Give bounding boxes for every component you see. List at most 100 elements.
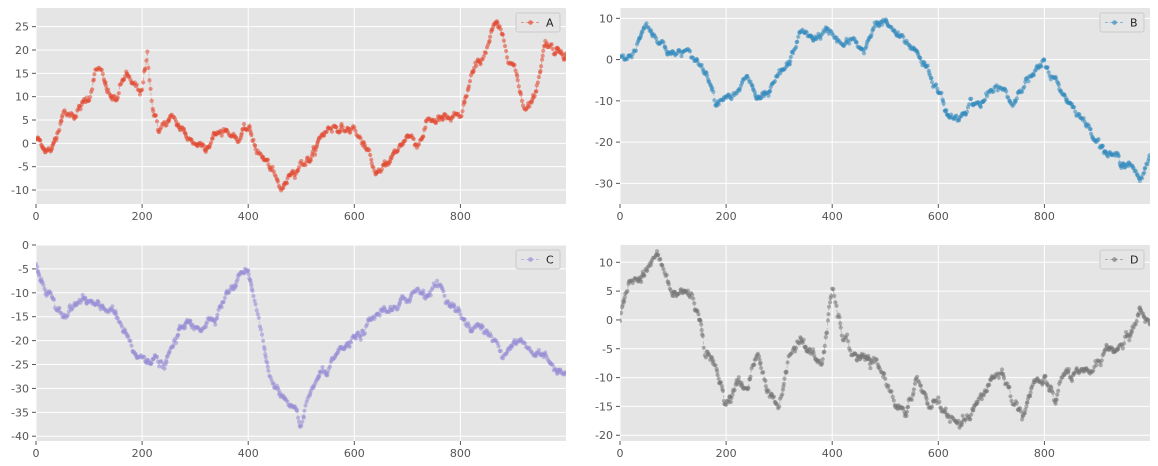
data-point — [209, 140, 214, 145]
data-point — [501, 38, 506, 43]
data-point — [481, 54, 486, 59]
data-point — [832, 293, 837, 298]
data-point — [416, 142, 422, 147]
data-point — [214, 316, 219, 321]
data-point — [563, 51, 566, 56]
data-point — [154, 119, 160, 124]
data-point — [48, 291, 54, 296]
data-point — [251, 294, 256, 299]
data-point — [996, 375, 1001, 380]
data-point — [459, 113, 464, 119]
data-point — [1017, 406, 1023, 411]
data-point — [460, 109, 465, 114]
y-tick-label: 5 — [606, 285, 613, 298]
data-point — [1054, 397, 1059, 402]
data-point — [157, 364, 162, 369]
data-point — [128, 338, 133, 344]
y-tick-label: 10 — [15, 91, 29, 104]
data-point — [1099, 358, 1104, 363]
data-point — [263, 354, 268, 360]
x-tick-label: 600 — [928, 447, 949, 460]
data-point — [1026, 79, 1031, 84]
data-point — [1134, 319, 1139, 324]
data-point — [732, 388, 737, 393]
x-tick-label: 800 — [1034, 210, 1055, 223]
x-tick-label: 0 — [33, 210, 40, 223]
data-point — [285, 399, 290, 404]
data-point — [713, 363, 718, 368]
data-point — [1028, 393, 1033, 399]
data-point — [724, 402, 729, 407]
data-point — [703, 355, 709, 360]
data-point — [685, 288, 691, 293]
data-point — [711, 89, 716, 94]
data-point — [620, 318, 623, 323]
data-point — [513, 68, 518, 73]
y-tick-label: 25 — [15, 21, 29, 34]
data-point — [642, 273, 647, 278]
data-point — [254, 308, 259, 313]
data-point — [480, 324, 485, 329]
data-point — [464, 94, 469, 99]
data-point — [886, 383, 891, 388]
data-point — [1039, 64, 1044, 69]
data-point — [126, 334, 131, 339]
data-point — [536, 347, 542, 353]
data-point — [462, 100, 467, 105]
data-point — [1139, 176, 1145, 181]
data-point — [536, 74, 542, 80]
data-point — [1143, 165, 1148, 170]
data-point — [1005, 381, 1010, 386]
data-point — [303, 163, 308, 168]
data-point — [442, 293, 447, 298]
data-point — [1055, 392, 1060, 397]
y-tick-label: -5 — [18, 161, 29, 174]
data-point — [759, 365, 764, 371]
data-point — [249, 283, 254, 288]
data-point — [947, 419, 953, 424]
data-point — [478, 62, 483, 67]
data-point — [147, 78, 152, 83]
data-point — [292, 175, 297, 180]
data-point — [423, 125, 428, 130]
data-point — [883, 376, 888, 381]
data-point — [695, 58, 700, 63]
x-tick-label: 200 — [132, 210, 153, 223]
data-point — [843, 335, 849, 341]
data-point — [1136, 311, 1141, 316]
data-point — [854, 40, 859, 45]
data-point — [700, 333, 705, 338]
data-point — [924, 396, 929, 402]
data-point — [1058, 379, 1063, 384]
data-point — [701, 345, 706, 350]
data-point — [99, 67, 104, 73]
y-tick-label: 10 — [599, 12, 613, 25]
data-point — [790, 51, 796, 56]
data-point — [823, 335, 828, 340]
data-point — [516, 84, 521, 89]
legend-marker — [1112, 257, 1117, 262]
data-point — [489, 334, 494, 339]
data-point — [1081, 116, 1086, 121]
data-point — [421, 291, 426, 296]
data-point — [687, 49, 693, 54]
data-point — [1100, 143, 1105, 148]
data-point — [215, 312, 220, 318]
data-point — [1004, 89, 1009, 94]
data-point — [116, 91, 121, 96]
data-point — [201, 143, 206, 148]
data-point — [620, 303, 625, 308]
data-point — [752, 362, 757, 367]
y-axis: -30 -20 -10 0 10 — [595, 12, 620, 190]
data-point — [428, 293, 433, 298]
data-point — [1043, 374, 1048, 379]
x-axis: 0 200 400 600 800 — [617, 204, 1055, 223]
data-point — [829, 293, 834, 298]
data-point — [258, 327, 263, 332]
data-point — [911, 387, 917, 392]
data-point — [825, 318, 831, 323]
data-point — [235, 277, 240, 282]
data-point — [794, 44, 799, 50]
data-point — [869, 32, 874, 37]
data-point — [621, 53, 626, 58]
